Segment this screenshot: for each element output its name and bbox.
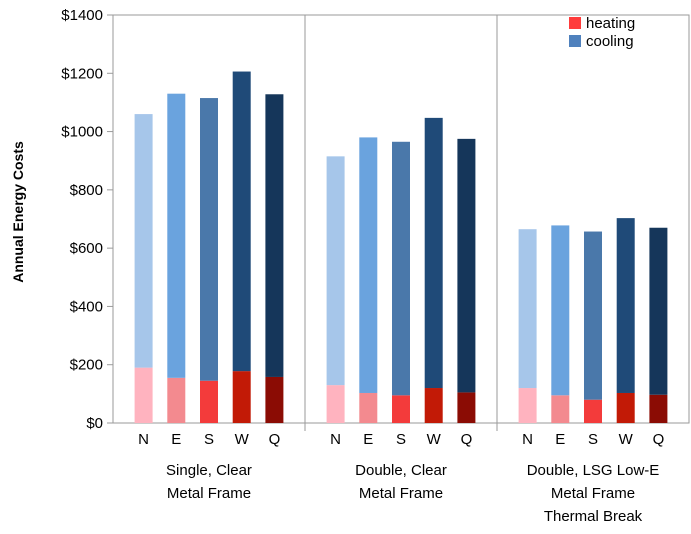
bar-heating (551, 395, 570, 423)
x-tick-label: Q (653, 431, 665, 448)
bar-heating (424, 388, 443, 423)
bar-heating (167, 377, 186, 423)
x-tick-label: S (588, 431, 598, 448)
x-tick-label: Q (269, 431, 281, 448)
legend-label: heating (586, 15, 635, 32)
x-tick-label: S (204, 431, 214, 448)
legend-swatch (569, 35, 581, 47)
bar-heating (584, 399, 602, 423)
group-label: Metal Frame (359, 485, 443, 502)
group-label: Metal Frame (551, 485, 635, 502)
group-label: Metal Frame (167, 485, 251, 502)
bar-cooling (518, 229, 537, 389)
group-label: Single, Clear (166, 462, 252, 479)
x-tick-label: N (138, 431, 149, 448)
x-tick-label: E (555, 431, 565, 448)
bar-heating (457, 392, 476, 423)
bar-heating (518, 388, 537, 423)
x-tick-label: W (235, 431, 250, 448)
bar-heating (200, 380, 218, 423)
bar-cooling (200, 98, 218, 381)
x-tick-label: N (330, 431, 341, 448)
bar-cooling (584, 231, 602, 400)
x-tick-label: Q (461, 431, 473, 448)
bar-heating (265, 376, 284, 423)
bar-heating (232, 371, 251, 423)
bar-cooling (265, 94, 284, 377)
y-axis-title: Annual Energy Costs (10, 141, 26, 283)
y-tick-label: $600 (70, 240, 103, 257)
bar-cooling (326, 156, 345, 386)
group-label: Double, Clear (355, 462, 447, 479)
bar-cooling (134, 114, 153, 368)
bar-heating (392, 395, 410, 423)
y-tick-label: $1200 (61, 65, 103, 82)
y-tick-label: $800 (70, 182, 103, 199)
y-tick-label: $400 (70, 298, 103, 315)
x-tick-label: S (396, 431, 406, 448)
legend-label: cooling (586, 33, 634, 50)
x-tick-label: N (522, 431, 533, 448)
bar-cooling (616, 218, 635, 393)
legend-swatch (569, 17, 581, 29)
group-label: Double, LSG Low-E (527, 462, 660, 479)
bar-cooling (232, 71, 251, 372)
bar-heating (649, 394, 668, 423)
x-tick-label: W (427, 431, 442, 448)
bar-heating (616, 392, 635, 423)
bar-cooling (359, 137, 378, 393)
bar-cooling (649, 227, 668, 395)
bar-cooling (457, 138, 476, 393)
bar-cooling (167, 93, 186, 378)
bar-heating (359, 392, 378, 423)
plot-layer: $0 $200 $400 $600 $800 $1000 $1200 $1400 N E S W Q Si… (61, 7, 690, 525)
bar-heating (326, 385, 345, 423)
y-tick-label: $1400 (61, 7, 103, 24)
bar-cooling (392, 141, 410, 396)
y-tick-label: $1000 (61, 124, 103, 141)
y-tick-label: $0 (86, 415, 103, 432)
y-tick-label: $200 (70, 357, 103, 374)
group-label: Thermal Break (544, 508, 643, 525)
x-tick-label: E (171, 431, 181, 448)
bar-cooling (424, 117, 443, 389)
bar-heating (134, 367, 153, 423)
x-tick-label: E (363, 431, 373, 448)
x-tick-label: W (619, 431, 634, 448)
bar-cooling (551, 225, 570, 396)
